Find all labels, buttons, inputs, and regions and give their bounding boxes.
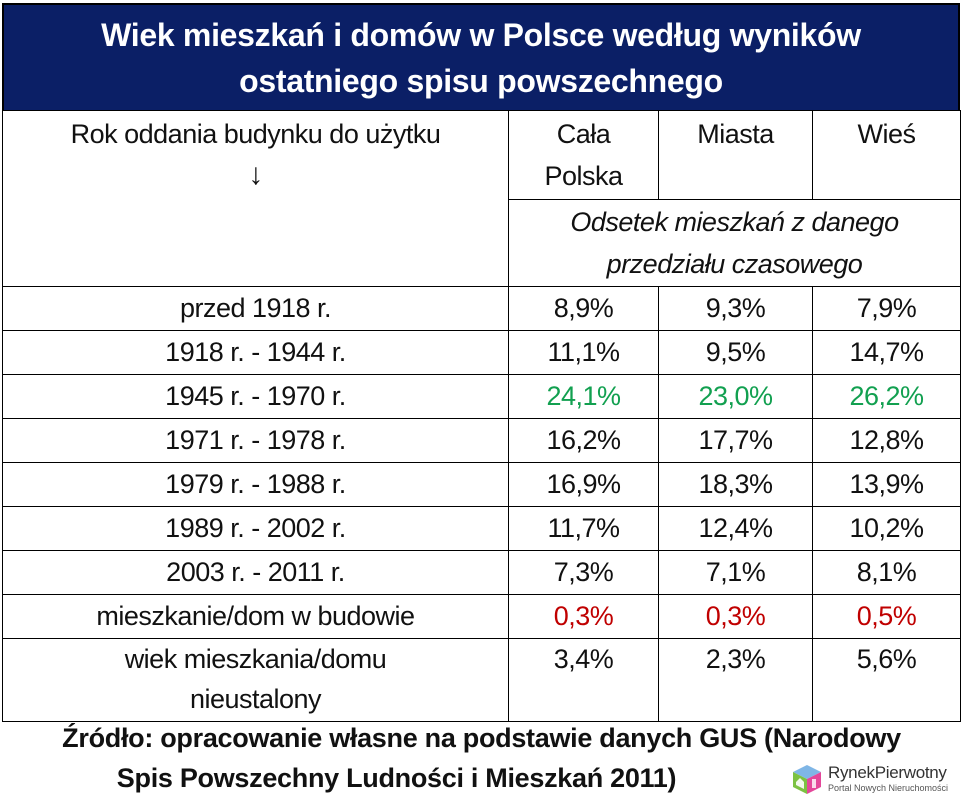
table-row-highlight-max: 1945 r. - 1970 r. 24,1% 23,0% 26,2% xyxy=(2,374,961,419)
value-miasta: 2,3% xyxy=(658,638,813,722)
value-cala-polska: 7,3% xyxy=(508,550,659,595)
value-miasta: 12,4% xyxy=(658,506,813,551)
row-label: przed 1918 r. xyxy=(2,286,509,331)
subheader-row: Odsetek mieszkań z danego przedziału cza… xyxy=(3,199,961,287)
value-wies: 0,5% xyxy=(812,594,961,639)
row-label: wiek mieszkania/domu nieustalony xyxy=(2,638,509,722)
table-frame: Wiek mieszkań i domów w Polsce według wy… xyxy=(2,3,961,722)
value-miasta: 0,3% xyxy=(658,594,813,639)
title-line-2: ostatniego spisu powszechnego xyxy=(239,62,723,99)
logo-brand: RynekPierwotny xyxy=(828,764,948,782)
table-row: 1989 r. - 2002 r. 11,7% 12,4% 10,2% xyxy=(2,506,961,551)
housing-age-table: Rok oddania budynku do użytku ↓ Cała Pol… xyxy=(2,110,961,722)
value-miasta: 7,1% xyxy=(658,550,813,595)
source-line-1: Źródło: opracowanie własne na podstawie … xyxy=(62,723,901,753)
value-miasta: 23,0% xyxy=(658,374,813,419)
page-title: Wiek mieszkań i domów w Polsce według wy… xyxy=(2,3,960,110)
value-cala-polska: 24,1% xyxy=(508,374,659,419)
row-label: 1918 r. - 1944 r. xyxy=(2,330,509,375)
value-miasta: 9,3% xyxy=(658,286,813,331)
value-miasta: 9,5% xyxy=(658,330,813,375)
value-wies: 5,6% xyxy=(812,638,961,722)
subheader-cell: Odsetek mieszkań z danego przedziału cza… xyxy=(508,199,961,287)
subheader-line-1: Odsetek mieszkań z danego xyxy=(570,207,899,237)
logo-tagline: Portal Nowych Nieruchomości xyxy=(828,783,949,793)
house-cube-icon xyxy=(790,762,824,796)
table-row: przed 1918 r. 8,9% 9,3% 7,9% xyxy=(2,286,961,331)
value-miasta: 17,7% xyxy=(658,418,813,463)
row-label: 1989 r. - 2002 r. xyxy=(2,506,509,551)
value-cala-polska: 16,9% xyxy=(508,462,659,507)
table-row: 1918 r. - 1944 r. 11,1% 9,5% 14,7% xyxy=(2,330,961,375)
row-label-line-2: nieustalony xyxy=(189,684,322,714)
column-header-line: Cała xyxy=(556,119,611,149)
value-cala-polska: 11,7% xyxy=(508,506,659,551)
logo-brand-part-1: Rynek xyxy=(828,763,875,782)
row-header-label: Rok oddania budynku do użytku xyxy=(70,119,441,149)
value-cala-polska: 16,2% xyxy=(508,418,659,463)
table-row: 1979 r. - 1988 r. 16,9% 18,3% 13,9% xyxy=(2,462,961,507)
value-wies: 26,2% xyxy=(812,374,961,419)
row-label: 1979 r. - 1988 r. xyxy=(2,462,509,507)
row-label-line-1: wiek mieszkania/domu xyxy=(124,644,387,674)
subheader-line-2: przedziału czasowego xyxy=(606,249,863,279)
logo-brand-part-2: Pierwotny xyxy=(874,763,947,782)
column-header-cala-polska: Cała Polska xyxy=(508,110,659,200)
value-wies: 8,1% xyxy=(812,550,961,595)
value-wies: 13,9% xyxy=(812,462,961,507)
value-cala-polska: 11,1% xyxy=(508,330,659,375)
row-label: mieszkanie/dom w budowie xyxy=(2,594,509,639)
arrow-down-icon: ↓ xyxy=(248,158,263,191)
row-header-cell: Rok oddania budynku do użytku ↓ xyxy=(2,110,509,287)
value-cala-polska: 3,4% xyxy=(508,638,659,722)
row-label: 1971 r. - 1978 r. xyxy=(2,418,509,463)
source-line-2: Spis Powszechny Ludności i Mieszkań 2011… xyxy=(116,763,677,793)
value-wies: 12,8% xyxy=(812,418,961,463)
source-note: Źródło: opracowanie własne na podstawie … xyxy=(0,718,963,798)
table-row: wiek mieszkania/domu nieustalony 3,4% 2,… xyxy=(2,638,961,722)
column-header-wies: Wieś xyxy=(812,110,961,200)
row-label: 1945 r. - 1970 r. xyxy=(2,374,509,419)
rynekpierwotny-logo: RynekPierwotny Portal Nowych Nieruchomoś… xyxy=(790,760,960,798)
title-line-1: Wiek mieszkań i domów w Polsce według wy… xyxy=(101,16,861,53)
column-header-line: Polska xyxy=(544,161,623,191)
table-row: 2003 r. - 2011 r. 7,3% 7,1% 8,1% xyxy=(2,550,961,595)
table-row: 1971 r. - 1978 r. 16,2% 17,7% 12,8% xyxy=(2,418,961,463)
value-wies: 14,7% xyxy=(812,330,961,375)
table-row-highlight-min: mieszkanie/dom w budowie 0,3% 0,3% 0,5% xyxy=(2,594,961,639)
value-wies: 10,2% xyxy=(812,506,961,551)
value-cala-polska: 8,9% xyxy=(508,286,659,331)
column-header-miasta: Miasta xyxy=(658,110,813,200)
value-cala-polska: 0,3% xyxy=(508,594,659,639)
value-wies: 7,9% xyxy=(812,286,961,331)
table-header-row: Rok oddania budynku do użytku ↓ Cała Pol… xyxy=(2,110,961,287)
row-label: 2003 r. - 2011 r. xyxy=(2,550,509,595)
value-miasta: 18,3% xyxy=(658,462,813,507)
